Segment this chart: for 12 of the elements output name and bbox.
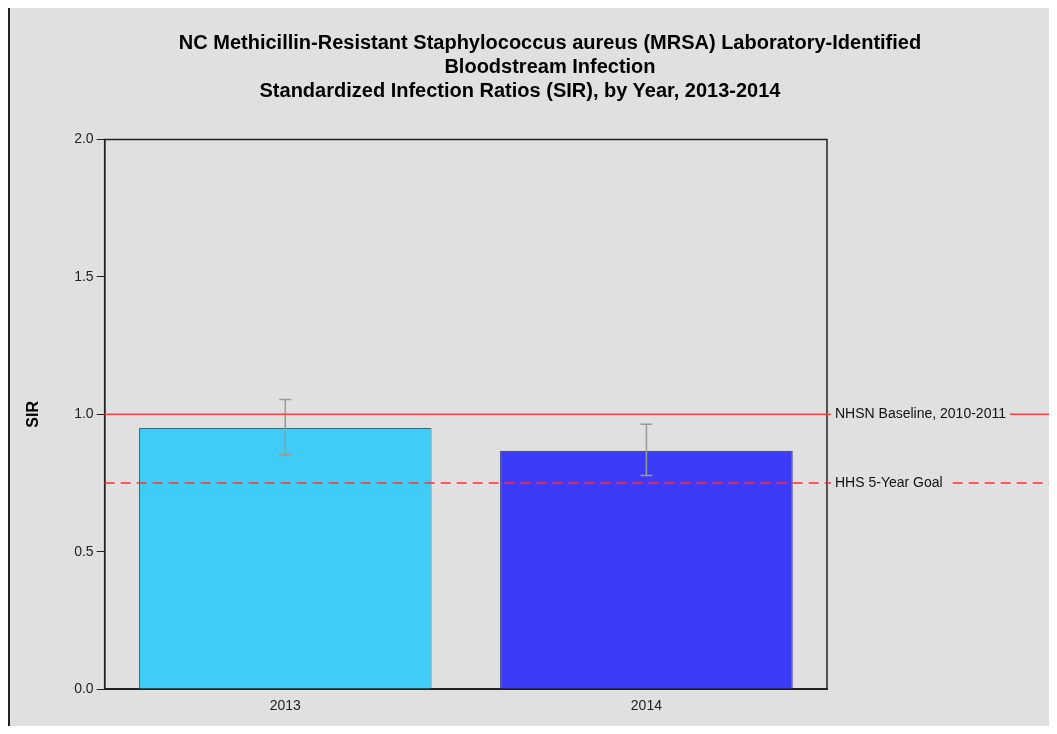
y-tick-label: 1.5 xyxy=(74,267,94,284)
x-tick-label: 2014 xyxy=(630,697,663,714)
y-tick-label: 2.0 xyxy=(74,130,94,147)
chart-title: NC Methicillin-Resistant Staphylococcus aureus (MRSA) Laboratory-Identified Bloodstream Infection xyxy=(177,30,923,78)
chart-subtitle: Standardized Infection Ratios (SIR), by Year, 2013-2014 xyxy=(258,78,782,102)
x-tick-label: 2013 xyxy=(269,697,302,714)
ref-line-label: NHSN Baseline, 2010-2011 xyxy=(835,405,1007,422)
y-tick-label: 0.5 xyxy=(74,542,94,559)
ref-line-label: HHS 5-Year Goal xyxy=(835,473,943,490)
y-tick-label: 0.0 xyxy=(74,680,94,697)
y-tick-label: 1.0 xyxy=(74,405,94,422)
y-axis-title: SIR xyxy=(24,400,42,428)
